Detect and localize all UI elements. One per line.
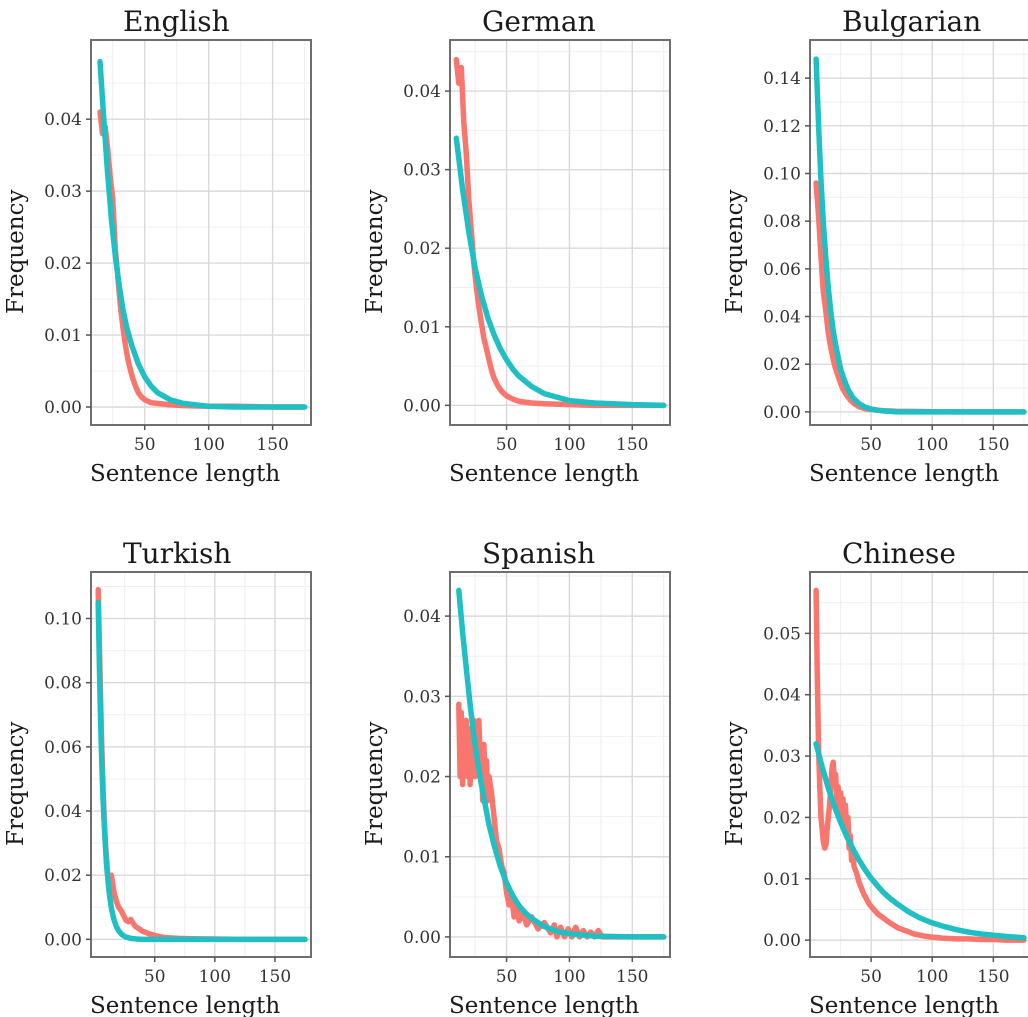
x-axis-title: Sentence length bbox=[449, 461, 639, 487]
x-tick-label: 100 bbox=[916, 435, 948, 455]
x-tick-label: 150 bbox=[616, 967, 648, 987]
y-tick-label: 0.04 bbox=[44, 802, 82, 822]
y-tick-label: 0.02 bbox=[44, 866, 82, 886]
y-axis-title: Frequency bbox=[362, 190, 388, 314]
y-tick-label: 0.03 bbox=[403, 687, 441, 707]
series-observed-line bbox=[97, 109, 308, 410]
panel-title: Bulgarian bbox=[842, 5, 981, 38]
panel-english: 50 100 150 0.00 0.01 0.02 0.03 0.04 English Sente… bbox=[3, 5, 312, 487]
x-tick-label: 100 bbox=[199, 967, 231, 987]
y-tick-label: 0.08 bbox=[763, 212, 801, 232]
y-tick-label: 0.01 bbox=[44, 326, 82, 346]
series-group bbox=[813, 587, 1027, 943]
y-tick-label: 0.03 bbox=[44, 182, 82, 202]
y-tick-label: 0.03 bbox=[403, 161, 441, 181]
x-tick-label: 50 bbox=[860, 435, 882, 455]
y-tick-label: 0.02 bbox=[403, 239, 441, 259]
x-tick-label: 150 bbox=[259, 967, 291, 987]
y-tick-label: 0.05 bbox=[763, 624, 801, 644]
series-fitted-line bbox=[456, 587, 667, 940]
series-group bbox=[456, 587, 667, 940]
series-fitted-line bbox=[97, 58, 308, 410]
panel-german: 50 100 150 0.00 0.01 0.02 0.03 0.04 German Senten… bbox=[362, 5, 671, 487]
panel-frame bbox=[809, 39, 1028, 426]
series-observed-line bbox=[453, 56, 667, 409]
panel-frame bbox=[449, 571, 671, 958]
series-group bbox=[453, 56, 667, 409]
series-fitted-line bbox=[813, 56, 1027, 415]
series-observed-line bbox=[95, 586, 308, 943]
y-tick-label: 0.12 bbox=[763, 117, 801, 137]
series-fitted-line bbox=[453, 135, 667, 409]
panel-frame bbox=[90, 39, 312, 426]
y-tick-label: 0.01 bbox=[403, 848, 441, 868]
y-tick-label: 0.00 bbox=[44, 930, 82, 950]
y-tick-label: 0.06 bbox=[763, 260, 801, 280]
y-axis-title: Frequency bbox=[722, 190, 748, 314]
panel-frame bbox=[449, 39, 671, 426]
y-tick-label: 0.00 bbox=[763, 403, 801, 423]
y-tick-label: 0.02 bbox=[763, 808, 801, 828]
x-tick-label: 150 bbox=[256, 435, 288, 455]
panel-title: Spanish bbox=[482, 537, 595, 570]
x-tick-label: 50 bbox=[496, 435, 518, 455]
y-axis-title: Frequency bbox=[362, 722, 388, 846]
x-tick-label: 150 bbox=[616, 435, 648, 455]
x-tick-label: 150 bbox=[977, 435, 1009, 455]
panel-spanish: 50 100 150 0.00 0.01 0.02 0.03 0.04 Spanish Sente… bbox=[362, 537, 671, 1017]
panel-title: Chinese bbox=[842, 537, 956, 570]
y-tick-label: 0.08 bbox=[44, 674, 82, 694]
y-tick-label: 0.02 bbox=[403, 768, 441, 788]
x-axis-title: Sentence length bbox=[90, 461, 280, 487]
y-tick-label: 0.04 bbox=[763, 686, 801, 706]
y-tick-label: 0.00 bbox=[44, 398, 82, 418]
x-axis-title: Sentence length bbox=[809, 993, 999, 1017]
x-axis-title: Sentence length bbox=[809, 461, 999, 487]
y-tick-label: 0.02 bbox=[763, 355, 801, 375]
panel-title: English bbox=[123, 5, 230, 38]
y-axis-title: Frequency bbox=[3, 722, 29, 846]
series-group bbox=[97, 58, 308, 410]
y-tick-label: 0.10 bbox=[763, 164, 801, 184]
y-tick-label: 0.03 bbox=[763, 747, 801, 767]
panel-frame bbox=[809, 571, 1028, 958]
y-tick-label: 0.04 bbox=[763, 308, 801, 328]
series-group bbox=[95, 586, 308, 943]
y-tick-label: 0.00 bbox=[763, 931, 801, 951]
series-group bbox=[813, 56, 1027, 415]
y-axis-title: Frequency bbox=[722, 722, 748, 846]
y-tick-label: 0.04 bbox=[403, 607, 441, 627]
x-tick-label: 100 bbox=[916, 967, 948, 987]
x-tick-label: 50 bbox=[134, 435, 156, 455]
x-tick-label: 50 bbox=[860, 967, 882, 987]
x-tick-label: 100 bbox=[553, 435, 585, 455]
series-fitted-line bbox=[813, 741, 1027, 941]
y-tick-label: 0.02 bbox=[44, 254, 82, 274]
y-axis-title: Frequency bbox=[3, 190, 29, 314]
panel-title: Turkish bbox=[123, 537, 231, 570]
x-tick-label: 50 bbox=[144, 967, 166, 987]
panel-title: German bbox=[482, 5, 596, 38]
y-tick-label: 0.00 bbox=[403, 396, 441, 416]
y-tick-label: 0.10 bbox=[44, 610, 82, 630]
y-tick-label: 0.00 bbox=[403, 928, 441, 948]
x-axis-title: Sentence length bbox=[90, 993, 280, 1017]
y-tick-label: 0.04 bbox=[403, 82, 441, 102]
y-tick-label: 0.01 bbox=[403, 318, 441, 338]
series-fitted-line bbox=[95, 599, 308, 943]
x-tick-label: 150 bbox=[977, 967, 1009, 987]
x-tick-label: 50 bbox=[496, 967, 518, 987]
x-tick-label: 100 bbox=[192, 435, 224, 455]
y-tick-label: 0.06 bbox=[44, 738, 82, 758]
y-tick-label: 0.01 bbox=[763, 870, 801, 890]
panel-chinese: 50 100 150 0.00 0.01 0.02 0.03 0.04 0.05 Chinese S… bbox=[722, 537, 1028, 1017]
y-tick-label: 0.14 bbox=[763, 69, 801, 89]
panel-bulgarian: 50 100 150 0.00 0.02 0.04 0.06 0.08 0.10 0.12 0.14… bbox=[722, 5, 1028, 487]
x-axis-title: Sentence length bbox=[449, 993, 639, 1017]
y-tick-label: 0.04 bbox=[44, 110, 82, 130]
panel-frame bbox=[90, 571, 312, 958]
panel-turkish: 50 100 150 0.00 0.02 0.04 0.06 0.08 0.10 Turkish S… bbox=[3, 537, 312, 1017]
x-tick-label: 100 bbox=[553, 967, 585, 987]
